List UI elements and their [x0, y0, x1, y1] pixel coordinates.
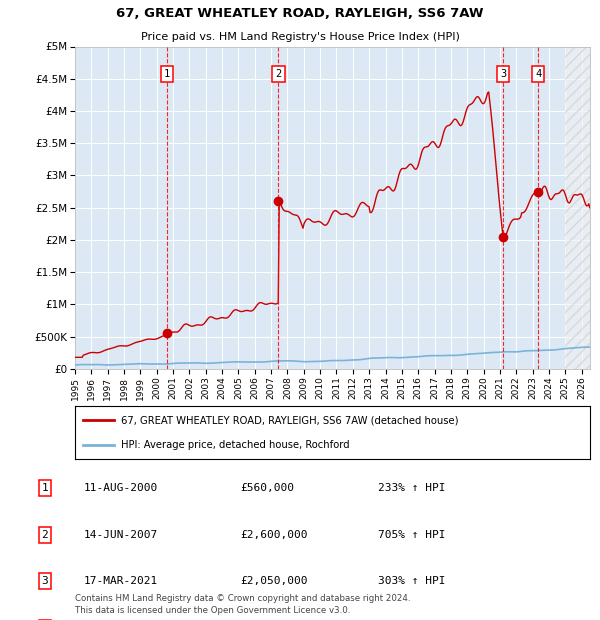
Text: 17-MAR-2021: 17-MAR-2021 [84, 576, 158, 587]
Text: 4: 4 [535, 69, 541, 79]
Text: £560,000: £560,000 [240, 483, 294, 494]
Text: 3: 3 [500, 69, 506, 79]
Text: 2: 2 [41, 529, 49, 540]
Text: 705% ↑ HPI: 705% ↑ HPI [378, 529, 445, 540]
Text: 67, GREAT WHEATLEY ROAD, RAYLEIGH, SS6 7AW: 67, GREAT WHEATLEY ROAD, RAYLEIGH, SS6 7… [116, 7, 484, 20]
Text: 1: 1 [41, 483, 49, 494]
Text: 2: 2 [275, 69, 281, 79]
Text: 67, GREAT WHEATLEY ROAD, RAYLEIGH, SS6 7AW (detached house): 67, GREAT WHEATLEY ROAD, RAYLEIGH, SS6 7… [121, 415, 459, 425]
Text: Price paid vs. HM Land Registry's House Price Index (HPI): Price paid vs. HM Land Registry's House … [140, 32, 460, 42]
Text: £2,600,000: £2,600,000 [240, 529, 308, 540]
Text: HPI: Average price, detached house, Rochford: HPI: Average price, detached house, Roch… [121, 440, 350, 450]
Text: 3: 3 [41, 576, 49, 587]
Text: 233% ↑ HPI: 233% ↑ HPI [378, 483, 445, 494]
Bar [565, 46, 590, 369]
Bar [565, 46, 590, 369]
Text: 303% ↑ HPI: 303% ↑ HPI [378, 576, 445, 587]
Text: £2,050,000: £2,050,000 [240, 576, 308, 587]
Text: 1: 1 [164, 69, 170, 79]
Text: 14-JUN-2007: 14-JUN-2007 [84, 529, 158, 540]
Text: 11-AUG-2000: 11-AUG-2000 [84, 483, 158, 494]
Text: Contains HM Land Registry data © Crown copyright and database right 2024.
This d: Contains HM Land Registry data © Crown c… [75, 594, 410, 615]
